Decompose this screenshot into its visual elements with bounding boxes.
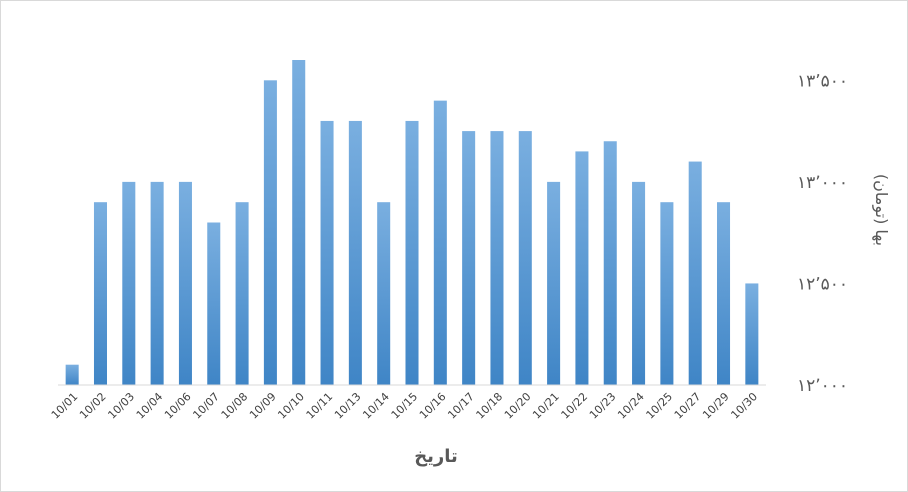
y-tick-label: ۱۲٬۵۰۰: [797, 274, 848, 294]
x-tick-label: 10/16: [417, 390, 449, 422]
bar-10-10: [292, 60, 306, 385]
x-tick-label: 10/07: [190, 390, 222, 422]
x-tick-label: 10/18: [474, 390, 506, 422]
bar-10-30: [745, 283, 759, 385]
x-tick-label: 10/02: [77, 390, 109, 422]
bar-10-17: [462, 131, 476, 385]
bars-layer: [65, 60, 759, 386]
x-tick-label: 10/25: [644, 390, 676, 422]
y-tick-label: ۱۳٬۵۰۰: [797, 71, 848, 91]
bar-10-02: [93, 202, 107, 385]
x-tick-label: 10/14: [360, 390, 392, 422]
bar-10-16: [433, 100, 447, 386]
bar-10-14: [377, 202, 391, 385]
x-tick-label: 10/29: [700, 390, 732, 422]
bar-10-22: [575, 151, 589, 385]
bar-10-23: [603, 141, 617, 385]
x-tick-label: 10/10: [275, 390, 307, 422]
x-tick-label: 10/20: [502, 390, 534, 422]
y-tick-label: ۱۳٬۰۰۰: [797, 173, 848, 193]
x-tick-label: 10/13: [332, 390, 364, 422]
x-tick-label: 10/06: [162, 390, 194, 422]
bar-10-13: [348, 120, 362, 385]
bar-10-20: [518, 131, 532, 385]
x-tick-label: 10/08: [219, 390, 251, 422]
x-tick-label: 10/24: [615, 390, 647, 422]
bar-10-03: [122, 181, 136, 386]
x-tick-label: 10/22: [559, 390, 591, 422]
x-tick-label: 10/15: [389, 390, 421, 422]
x-tick-label: 10/30: [728, 390, 760, 422]
bar-10-01: [65, 364, 79, 385]
bar-10-06: [178, 181, 192, 386]
x-tick-labels: 10/0110/0210/0310/0410/0610/0710/0810/09…: [49, 390, 760, 422]
x-tick-label: 10/01: [49, 390, 81, 422]
x-tick-label: 10/09: [247, 390, 279, 422]
x-tick-label: 10/23: [587, 390, 619, 422]
bar-10-18: [490, 131, 504, 385]
bar-10-29: [717, 202, 731, 385]
bar-10-09: [263, 80, 277, 385]
x-tick-label: 10/11: [304, 390, 336, 422]
bar-10-21: [547, 181, 561, 386]
x-tick-label: 10/27: [672, 390, 704, 422]
y-axis-title: بها (تومان): [871, 174, 891, 246]
y-tick-labels: ۱۲٬۰۰۰ ۱۲٬۵۰۰ ۱۳٬۰۰۰ ۱۳٬۵۰۰: [797, 71, 848, 396]
x-tick-label: 10/21: [530, 390, 562, 422]
x-axis-title: تاریخ: [414, 446, 458, 467]
x-tick-label: 10/04: [134, 390, 166, 422]
bar-10-27: [688, 161, 702, 385]
x-tick-label: 10/17: [445, 390, 477, 422]
bar-10-15: [405, 120, 419, 385]
bar-10-11: [320, 120, 334, 385]
x-tick-label: 10/03: [105, 390, 137, 422]
bar-10-07: [207, 222, 221, 385]
bar-10-25: [660, 202, 674, 385]
y-tick-label: ۱۲٬۰۰۰: [797, 376, 848, 396]
bar-10-04: [150, 181, 164, 386]
bar-10-08: [235, 202, 249, 385]
bar-10-24: [632, 181, 646, 386]
